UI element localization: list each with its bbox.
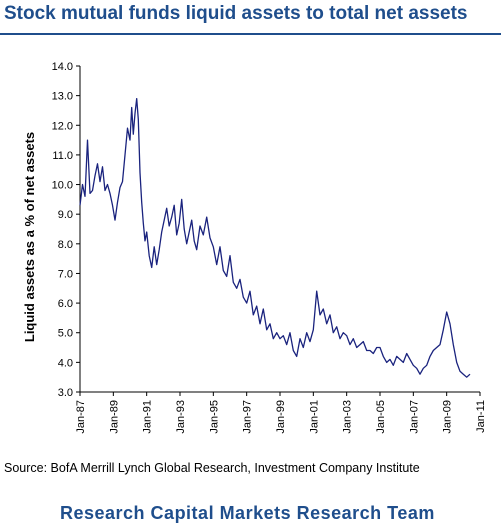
x-tick-label: Jan-99: [275, 400, 287, 434]
y-tick-label: 8.0: [58, 239, 73, 251]
series-line: [79, 97, 471, 378]
y-tick-label: 13.0: [52, 91, 73, 103]
y-tick-label: 9.0: [58, 209, 73, 221]
x-tick-label: Jan-89: [108, 400, 120, 434]
series-layer: [79, 97, 471, 378]
y-axis-label-group: Liquid assets as a % of net assets: [22, 132, 37, 342]
title-divider: [0, 33, 501, 35]
x-tick-label: Jan-91: [142, 400, 154, 434]
source-note: Source: BofA Merrill Lynch Global Resear…: [4, 461, 420, 475]
y-tick-label: 10.0: [52, 180, 73, 192]
y-axis-label: Liquid assets as a % of net assets: [22, 132, 37, 342]
x-tick-label: Jan-87: [75, 400, 87, 434]
x-tick-label: Jan-05: [375, 400, 387, 434]
footer-banner: Research Capital Markets Research Team: [60, 503, 435, 523]
y-tick-label: 12.0: [52, 120, 73, 132]
x-tick-label: Jan-11: [475, 400, 487, 433]
y-tick-label: 6.0: [58, 298, 73, 310]
x-tick-label: Jan-03: [342, 400, 354, 434]
x-tick-label: Jan-01: [308, 400, 320, 434]
y-tick-label: 14.0: [52, 61, 73, 73]
y-tick-label: 7.0: [58, 268, 73, 280]
x-tick-label: Jan-09: [442, 400, 454, 434]
x-axis: Jan-87 Jan-89 Jan-91 Jan-93 Jan-95 Jan-97 Jan-…: [75, 391, 487, 434]
x-tick-label: Jan-97: [242, 400, 254, 434]
page-title: Stock mutual funds liquid assets to tota…: [4, 3, 468, 24]
line-chart: Liquid assets as a % of net assets 3.0 4.…: [22, 61, 487, 434]
y-axis: 3.0 4.0 5.0 6.0 7.0 8.0 9.0 10.0 11.0 12.0 13.0 14.…: [52, 61, 81, 399]
x-tick-label: Jan-93: [175, 400, 187, 434]
x-tick-label: Jan-07: [408, 400, 420, 434]
y-tick-label: 11.0: [52, 150, 73, 162]
y-tick-label: 3.0: [58, 387, 73, 399]
y-tick-label: 5.0: [58, 328, 73, 340]
y-tick-label: 4.0: [58, 357, 73, 369]
x-tick-label: Jan-95: [208, 400, 220, 434]
